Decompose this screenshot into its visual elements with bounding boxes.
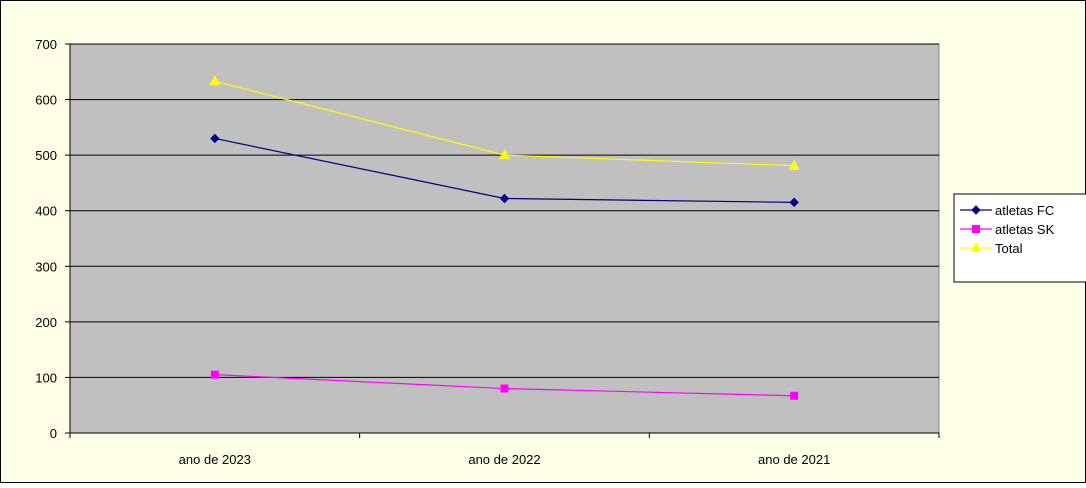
data-point bbox=[790, 391, 799, 400]
x-tick-label: ano de 2023 bbox=[179, 452, 251, 467]
y-tick-label: 700 bbox=[35, 37, 57, 52]
y-tick-label: 400 bbox=[35, 204, 57, 219]
data-point bbox=[788, 159, 800, 170]
legend: atletas FC atletas SK Total bbox=[953, 193, 1086, 283]
legend-marker bbox=[972, 225, 980, 233]
y-tick-label: 300 bbox=[35, 259, 57, 274]
y-tick-label: 0 bbox=[50, 426, 57, 441]
y-tick-label: 100 bbox=[35, 370, 57, 385]
data-point bbox=[209, 75, 221, 86]
legend-label: atletas FC bbox=[995, 203, 1054, 218]
data-point bbox=[789, 197, 799, 208]
axes: 0 100 200 300 400 500 600 700 ano de 2023 ano de … bbox=[35, 37, 940, 467]
legend-label: Total bbox=[995, 241, 1023, 256]
data-point bbox=[500, 384, 509, 393]
data-point bbox=[499, 193, 510, 204]
data-point bbox=[499, 149, 510, 160]
series-layer bbox=[209, 75, 800, 400]
plot-area bbox=[69, 43, 940, 434]
legend-marker bbox=[970, 241, 982, 252]
legend-label: atletas SK bbox=[995, 222, 1055, 237]
legend-marker bbox=[971, 205, 981, 215]
data-point bbox=[210, 370, 219, 379]
y-tick-label: 600 bbox=[35, 93, 57, 108]
data-point bbox=[210, 133, 220, 144]
y-tick-label: 500 bbox=[35, 148, 57, 163]
x-tick-label: ano de 2021 bbox=[758, 452, 830, 467]
x-tick-label: ano de 2022 bbox=[468, 452, 540, 467]
y-tick-label: 200 bbox=[35, 315, 57, 330]
